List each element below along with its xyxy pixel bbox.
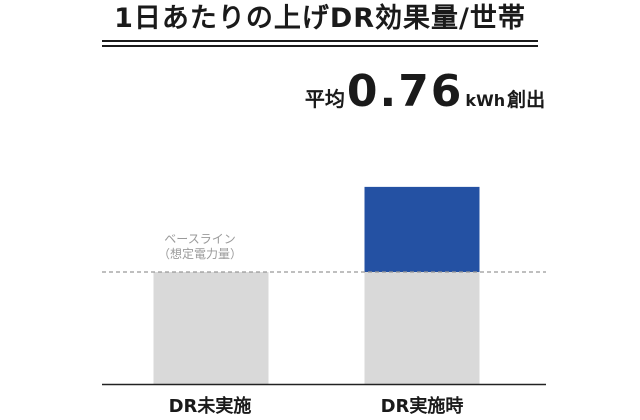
bar-0-segment-0 bbox=[153, 272, 269, 384]
title-rule-bottom bbox=[102, 45, 538, 47]
title-rule-top bbox=[102, 40, 538, 42]
x-tick-label-1: DR実施時 bbox=[380, 396, 464, 417]
chart-title: 1日あたりの上げDR効果量/世帯 bbox=[114, 3, 526, 34]
baseline-label-line2: （想定電力量） bbox=[157, 247, 242, 261]
baseline-label-line1: ベースライン bbox=[164, 232, 236, 246]
bar-1-segment-1 bbox=[364, 186, 480, 272]
annotation-unit: kWh bbox=[465, 91, 506, 110]
x-tick-label-0: DR未実施 bbox=[168, 396, 252, 417]
average-annotation: 平均 0.76 kWh 創出 bbox=[300, 66, 550, 122]
annotation-value: 0.76 bbox=[346, 66, 464, 117]
bar-1-segment-0 bbox=[364, 272, 480, 384]
annotation-suffix: 創出 bbox=[507, 89, 546, 111]
annotation-prefix: 平均 bbox=[304, 87, 345, 111]
baseline-label: ベースライン （想定電力量） bbox=[140, 232, 260, 262]
